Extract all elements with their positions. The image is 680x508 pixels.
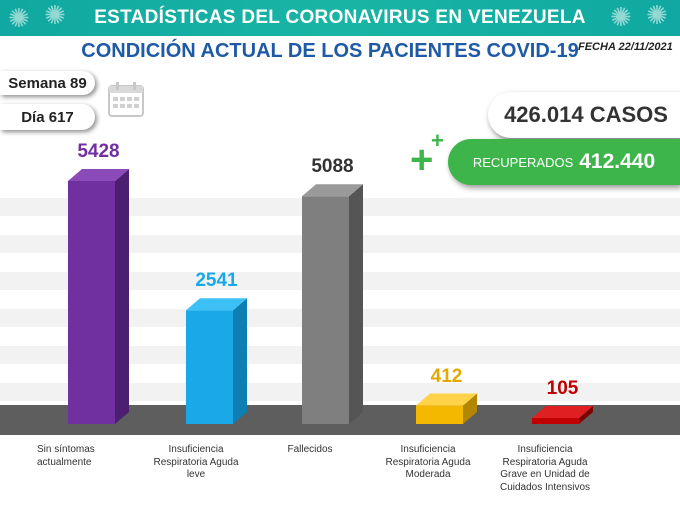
category-label: Sin síntomas actualmente <box>37 444 95 468</box>
virus-icon: ✺ <box>610 2 632 32</box>
day-label: Día 617 <box>21 108 74 126</box>
bar <box>68 169 129 424</box>
bar-front <box>68 181 115 424</box>
bar-side <box>579 406 593 424</box>
virus-icon: ✺ <box>44 0 66 30</box>
bar-value-label: 105 <box>546 378 579 399</box>
bar-front <box>186 310 233 424</box>
category-label: Fallecidos <box>287 444 333 455</box>
total-cases-badge: 426.014 CASOS <box>488 92 680 138</box>
bar-side <box>233 298 247 424</box>
bar <box>186 298 247 424</box>
week-badge: Semana 89 <box>0 71 95 95</box>
plus-icon: + <box>431 128 444 153</box>
bar-top <box>302 184 363 197</box>
bar-side <box>463 393 477 424</box>
bar-front <box>416 405 463 424</box>
bar-top <box>68 169 129 181</box>
recovered-label: RECUPERADOS <box>472 154 574 170</box>
bar-value-label: 5428 <box>77 141 120 162</box>
page-subtitle: CONDICIÓN ACTUAL DE LOS PACIENTES COVID-… <box>81 40 579 62</box>
total-cases-label: 426.014 CASOS <box>504 102 668 127</box>
day-badge: Día 617 <box>0 104 95 130</box>
header-banner <box>0 0 680 36</box>
bar <box>532 406 593 424</box>
bar-value-label: 2541 <box>195 270 238 292</box>
bar-side <box>349 184 363 424</box>
category-label: Insuficiencia Respiratoria Aguda Moderad… <box>385 444 471 480</box>
bar-top <box>532 406 593 418</box>
category-label: Insuficiencia Respiratoria Aguda leve <box>153 444 239 480</box>
week-label: Semana 89 <box>8 74 87 92</box>
bar <box>416 393 477 424</box>
virus-icon: ✺ <box>646 0 668 30</box>
date-label: FECHA 22/11/2021 <box>578 41 673 53</box>
page-title: ESTADÍSTICAS DEL CORONAVIRUS EN VENEZUEL… <box>94 7 586 28</box>
category-label: Insuficiencia Respiratoria Aguda Grave e… <box>499 444 591 493</box>
calendar-icon <box>108 82 144 117</box>
bar-front <box>532 418 579 424</box>
bar <box>302 184 363 424</box>
recovered-value: 412.440 <box>579 150 656 173</box>
recovered-badge: RECUPERADOS 412.440 <box>448 139 680 185</box>
virus-icon: ✺ <box>8 3 30 33</box>
bar-top <box>186 298 247 311</box>
bar-value-label: 412 <box>430 365 463 387</box>
bar-side <box>115 169 129 424</box>
plus-icon: + <box>410 138 434 182</box>
bar-top <box>416 393 477 406</box>
bar-front <box>302 196 349 424</box>
bar-value-label: 5088 <box>311 156 354 178</box>
